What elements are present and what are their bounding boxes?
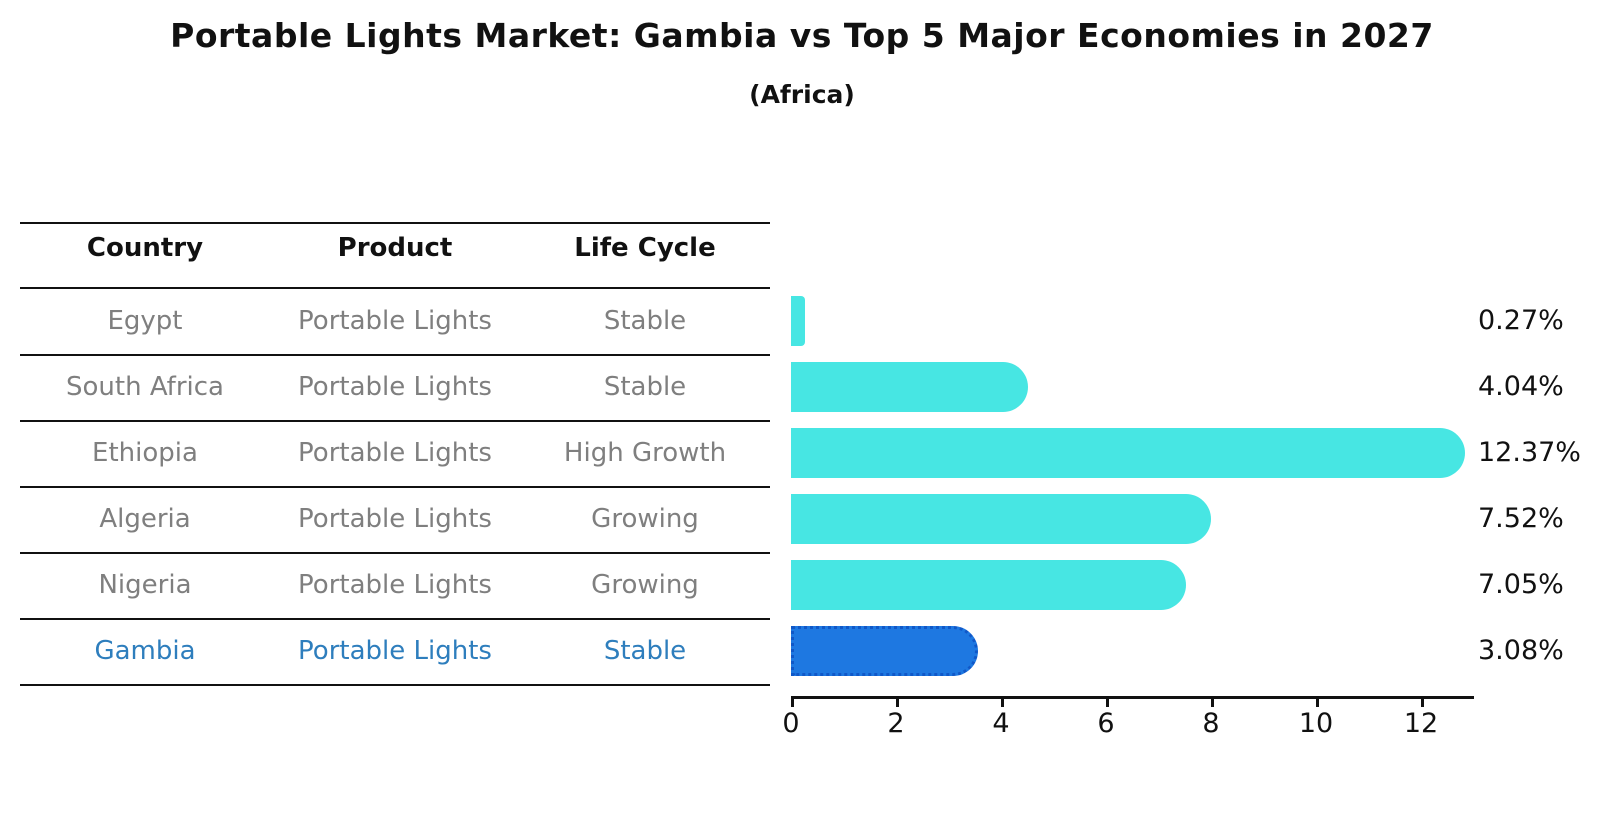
x-tick-label-6: 6: [1097, 708, 1115, 739]
x-tick-label-8: 8: [1202, 708, 1220, 739]
table-header-rule: [20, 287, 770, 289]
x-tick-mark: [1421, 697, 1424, 707]
value-label-south-africa: 4.04%: [1478, 371, 1564, 402]
col-header-life-cycle: Life Cycle: [574, 233, 716, 263]
x-tick-mark: [1211, 697, 1214, 707]
x-tick-label-12: 12: [1403, 708, 1439, 739]
x-tick-mark: [896, 697, 899, 707]
value-label-nigeria: 7.05%: [1478, 569, 1564, 600]
table-row-rule: [20, 552, 770, 554]
value-label-gambia: 3.08%: [1478, 635, 1564, 666]
table-row-egypt: Egypt Portable Lights Stable: [0, 288, 790, 354]
col-header-product: Product: [337, 233, 453, 263]
table-cell-product: Portable Lights: [298, 504, 492, 534]
table-row-rule: [20, 486, 770, 488]
bar-ethiopia: [791, 428, 1465, 478]
page-subtitle: (Africa): [749, 80, 855, 109]
table-cell-product: Portable Lights: [298, 372, 492, 402]
x-tick-label-2: 2: [887, 708, 905, 739]
table-row-gambia: Gambia Portable Lights Stable: [0, 618, 790, 684]
x-tick-mark: [1106, 697, 1109, 707]
value-label-egypt: 0.27%: [1478, 305, 1564, 336]
x-tick-mark: [1316, 697, 1319, 707]
table-row-rule: [20, 420, 770, 422]
x-tick-mark: [791, 697, 794, 707]
x-tick-label-0: 0: [782, 708, 800, 739]
bar-south-africa: [791, 362, 1028, 412]
x-tick-label-4: 4: [992, 708, 1010, 739]
table-cell-country: Ethiopia: [92, 438, 198, 468]
table-row-rule: [20, 618, 770, 620]
table-cell-product: Portable Lights: [298, 636, 492, 666]
table-row-rule: [20, 684, 770, 686]
x-tick-mark: [1001, 697, 1004, 707]
col-header-country: Country: [86, 233, 204, 263]
table-cell-product: Portable Lights: [298, 570, 492, 600]
table-row-rule: [20, 354, 770, 356]
bar-egypt: [791, 296, 805, 346]
table-cell-life-cycle: High Growth: [563, 438, 727, 468]
table-cell-country: Algeria: [99, 504, 191, 534]
table-cell-country: Gambia: [94, 636, 196, 666]
table-row-nigeria: Nigeria Portable Lights Growing: [0, 552, 790, 618]
table-cell-product: Portable Lights: [298, 306, 492, 336]
table-cell-life-cycle: Growing: [591, 570, 699, 600]
table-row-ethiopia: Ethiopia Portable Lights High Growth: [0, 420, 790, 486]
table-row-algeria: Algeria Portable Lights Growing: [0, 486, 790, 552]
x-axis-line: [791, 696, 1474, 699]
bar-gambia: [791, 626, 978, 676]
table-cell-life-cycle: Stable: [603, 306, 687, 336]
page-title: Portable Lights Market: Gambia vs Top 5 …: [170, 16, 1434, 55]
value-label-ethiopia: 12.37%: [1478, 437, 1581, 468]
table-cell-life-cycle: Stable: [603, 372, 687, 402]
bar-nigeria: [791, 560, 1186, 610]
table-cell-country: South Africa: [66, 372, 224, 402]
table-cell-life-cycle: Growing: [591, 504, 699, 534]
table-cell-country: Egypt: [107, 306, 183, 336]
table-cell-country: Nigeria: [98, 570, 192, 600]
table-cell-life-cycle: Stable: [603, 636, 687, 666]
table-cell-product: Portable Lights: [298, 438, 492, 468]
table-top-rule: [20, 222, 770, 224]
value-label-algeria: 7.52%: [1478, 503, 1564, 534]
table-row-south-africa: South Africa Portable Lights Stable: [0, 354, 790, 420]
bar-algeria: [791, 494, 1211, 544]
x-tick-label-10: 10: [1298, 708, 1334, 739]
